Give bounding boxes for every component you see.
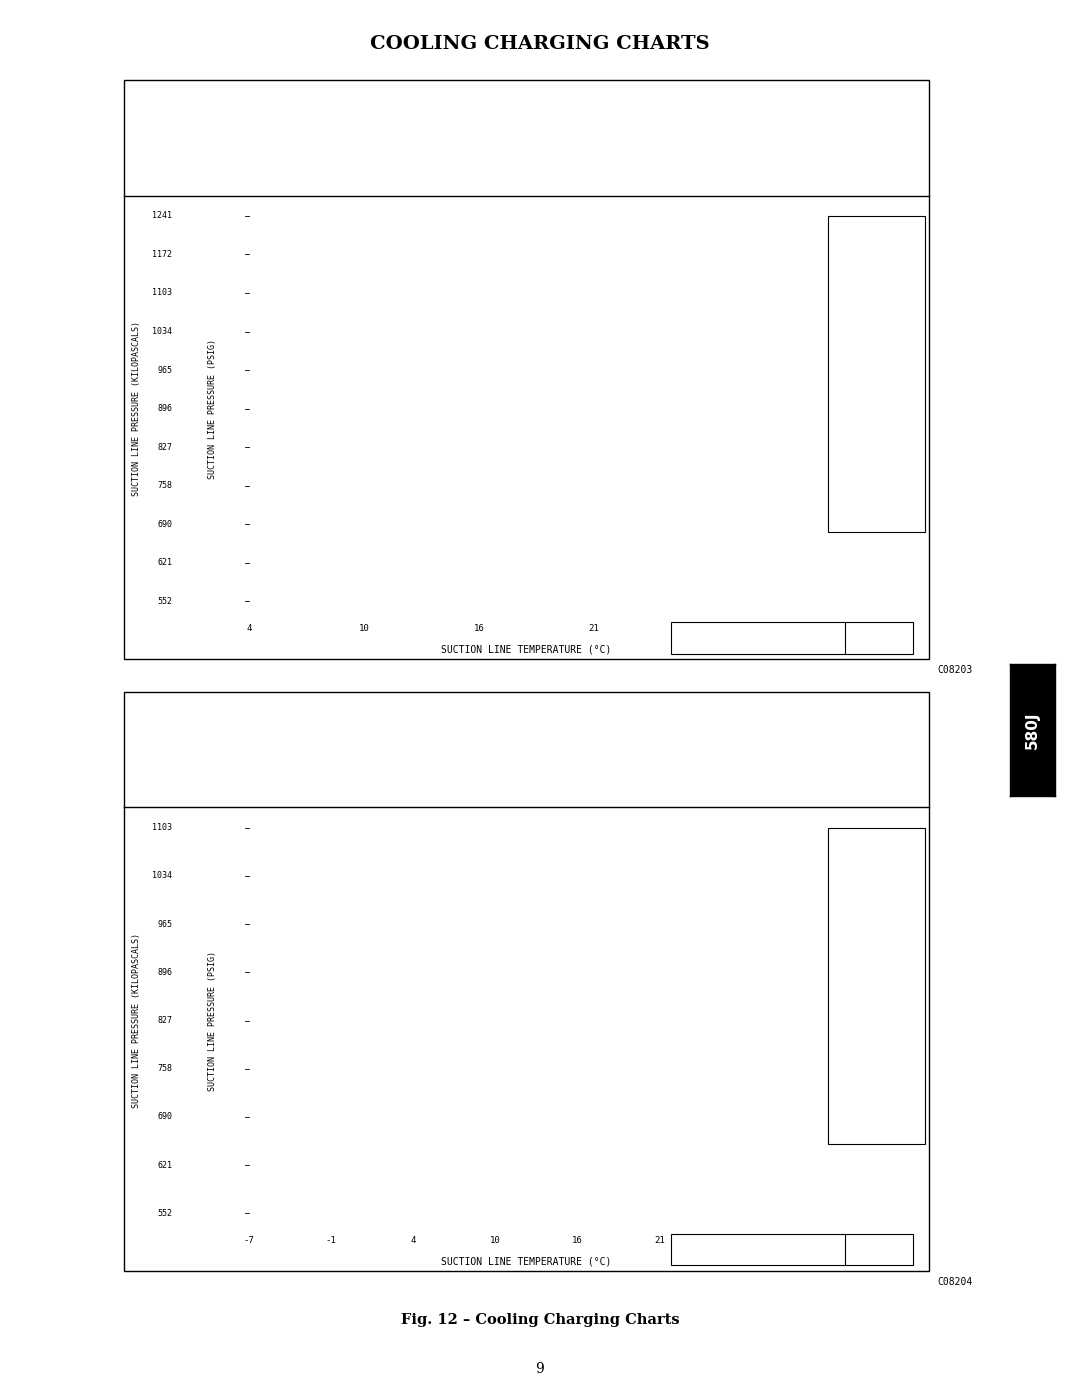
Text: 48TM500232: 48TM500232 (725, 1245, 787, 1255)
Text: 552: 552 (158, 597, 173, 606)
Text: 24: 24 (896, 1024, 905, 1034)
Text: 105: 105 (848, 926, 861, 935)
Text: 827: 827 (158, 443, 173, 451)
Text: 65: 65 (850, 1058, 859, 1066)
Text: 2.0: 2.0 (869, 633, 888, 643)
Text: COOLING CHARGING CHARTS: COOLING CHARGING CHARTS (370, 35, 710, 53)
Text: 115: 115 (848, 894, 861, 902)
Text: 32: 32 (819, 1236, 829, 1245)
Text: SUCTION LINE PRESSURE (KILOPASCALS): SUCTION LINE PRESSURE (KILOPASCALS) (132, 321, 140, 496)
Text: SUCTION LINE PRESSURE (PSIG): SUCTION LINE PRESSURE (PSIG) (208, 950, 217, 1091)
Text: 965: 965 (158, 366, 173, 374)
Text: 552: 552 (158, 1208, 173, 1218)
Text: 758: 758 (158, 481, 173, 490)
Text: 29: 29 (896, 380, 905, 388)
Text: 16: 16 (572, 1236, 583, 1245)
Text: 896: 896 (158, 968, 173, 977)
Text: 105: 105 (848, 314, 861, 323)
Text: 75: 75 (850, 412, 859, 422)
X-axis label: SUCTION LINE TEMPERATURE (°F): SUCTION LINE TEMPERATURE (°F) (446, 1235, 627, 1245)
Text: 7: 7 (899, 1123, 903, 1132)
Text: 965: 965 (158, 919, 173, 929)
Text: 13: 13 (896, 478, 905, 488)
Text: 1241: 1241 (152, 211, 173, 221)
Text: TEMP: TEMP (893, 222, 908, 228)
Text: 48TM500231: 48TM500231 (725, 633, 787, 643)
Text: 18: 18 (896, 1058, 905, 1066)
Text: 45: 45 (850, 1123, 859, 1132)
Text: 1103: 1103 (152, 823, 173, 833)
Text: 65: 65 (850, 446, 859, 454)
Text: °F: °F (850, 250, 859, 257)
Text: 896: 896 (158, 404, 173, 414)
Text: 10: 10 (359, 624, 369, 633)
Text: 95: 95 (850, 958, 859, 968)
Text: 24: 24 (896, 412, 905, 422)
Text: 32: 32 (819, 624, 829, 633)
Text: C08204: C08204 (937, 1277, 973, 1287)
Text: Fig. 12 – Cooling Charging Charts: Fig. 12 – Cooling Charging Charts (401, 1313, 679, 1327)
Text: 1172: 1172 (152, 250, 173, 258)
Text: 7: 7 (899, 511, 903, 520)
Text: -1: -1 (326, 1236, 337, 1245)
Text: 45: 45 (850, 511, 859, 520)
Text: 4: 4 (246, 624, 252, 633)
Text: 41: 41 (896, 926, 905, 935)
Text: -7: -7 (243, 1236, 254, 1245)
Text: 35: 35 (896, 958, 905, 968)
Text: 2.0: 2.0 (869, 1245, 888, 1255)
X-axis label: SUCTION LINE TEMPERATURE (°F): SUCTION LINE TEMPERATURE (°F) (446, 623, 627, 633)
Text: 55: 55 (850, 1090, 859, 1099)
Text: 115: 115 (848, 282, 861, 291)
Text: OUTDOOR: OUTDOOR (840, 222, 868, 228)
Text: SUCTION LINE TEMPERATURE (°C): SUCTION LINE TEMPERATURE (°C) (442, 1256, 611, 1266)
Text: 827: 827 (158, 1016, 173, 1025)
Text: 18: 18 (896, 446, 905, 454)
Text: °F: °F (850, 862, 859, 869)
Text: 10: 10 (490, 1236, 501, 1245)
Text: 621: 621 (158, 559, 173, 567)
Text: 85: 85 (850, 380, 859, 388)
Text: 35: 35 (896, 346, 905, 356)
Text: 21: 21 (654, 1236, 665, 1245)
Text: 758: 758 (158, 1065, 173, 1073)
Text: 95: 95 (850, 346, 859, 356)
Text: 4: 4 (410, 1236, 416, 1245)
Text: TEMP: TEMP (893, 834, 908, 840)
Text: SUCTION LINE PRESSURE (PSIG): SUCTION LINE PRESSURE (PSIG) (208, 338, 217, 479)
Text: SUCTION LINE TEMPERATURE (°C): SUCTION LINE TEMPERATURE (°C) (442, 644, 611, 654)
Text: 27: 27 (737, 1236, 747, 1245)
Text: 580J: 580J (1025, 711, 1040, 749)
Text: 46: 46 (896, 282, 905, 291)
Text: SUCTION LINE PRESSURE (KILOPASCALS): SUCTION LINE PRESSURE (KILOPASCALS) (132, 933, 140, 1108)
Text: 29: 29 (896, 992, 905, 1000)
Text: 13: 13 (896, 1090, 905, 1099)
Text: 1103: 1103 (152, 288, 173, 298)
Text: 41: 41 (896, 314, 905, 323)
Text: 16: 16 (474, 624, 485, 633)
Text: 1034: 1034 (152, 327, 173, 337)
Text: 75: 75 (850, 1024, 859, 1034)
Text: 3 TON CHARGING CHART
R410A REFRIGERANT: 3 TON CHARGING CHART R410A REFRIGERANT (435, 122, 618, 154)
Text: 690: 690 (158, 520, 173, 529)
Text: °C: °C (896, 862, 905, 869)
Text: 85: 85 (850, 992, 859, 1000)
Text: OUTDOOR: OUTDOOR (840, 834, 868, 840)
Text: 46: 46 (896, 894, 905, 902)
Text: 27: 27 (704, 624, 715, 633)
Text: 55: 55 (850, 478, 859, 488)
Text: °C: °C (896, 250, 905, 257)
Text: C08203: C08203 (937, 665, 973, 675)
Text: 1034: 1034 (152, 872, 173, 880)
Text: 4 TON CHARGING CHART
R410A REFRIGERANT: 4 TON CHARGING CHART R410A REFRIGERANT (435, 733, 618, 766)
Text: 621: 621 (158, 1161, 173, 1169)
Text: 21: 21 (589, 624, 599, 633)
Text: 690: 690 (158, 1112, 173, 1122)
Text: 9: 9 (536, 1362, 544, 1376)
